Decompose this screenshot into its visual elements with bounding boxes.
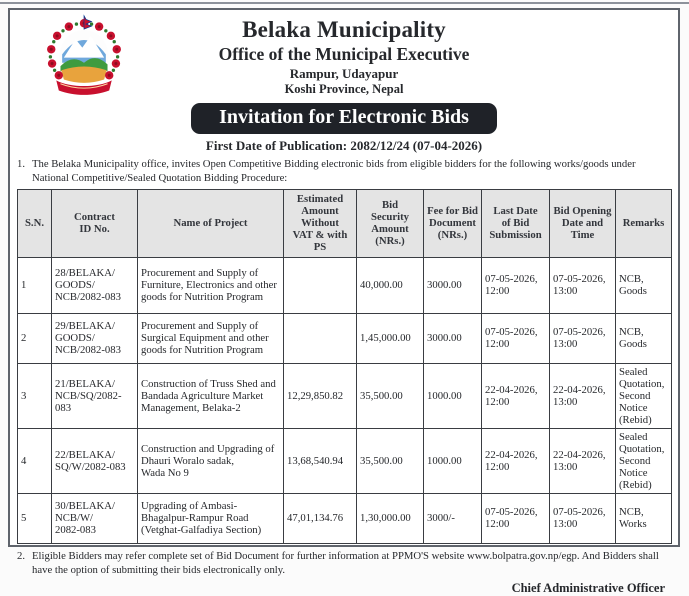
col-header-sn: S.N. [17, 188, 52, 258]
address-line-1: Rampur, Udayapur [289, 66, 399, 81]
cell-remarks: NCB, Works [615, 492, 672, 544]
col-header-contract-id: Contract ID No. [51, 188, 138, 258]
cell-last-date: 07-05-2026, 12:00 [481, 312, 550, 364]
cell-sn: 3 [17, 362, 52, 429]
cell-estimated [283, 256, 357, 314]
table-row: 3 21/BELAKA/ NCB/SQ/2082- 083 Constructi… [17, 362, 672, 429]
cell-remarks: Sealed Quotation, Second Notice (Rebid) [615, 362, 672, 429]
cell-contract-id: 30/BELAKA/ NCB/W/ 2082-083 [51, 492, 138, 544]
cell-opening: 07-05-2026, 13:00 [549, 492, 616, 544]
table-row: 2 29/BELAKA/ GOODS/ NCB/2082-083 Procure… [17, 312, 672, 364]
cell-estimated: 12,29,850.82 [283, 362, 357, 429]
cell-project: Upgrading of Ambasi-Bhagalpur-Rampur Roa… [137, 492, 284, 544]
cell-sn: 1 [17, 256, 52, 314]
cell-bid-security: 35,500.00 [356, 362, 424, 429]
cell-opening: 22-04-2026, 13:00 [549, 427, 616, 494]
cell-bid-security: 1,30,000.00 [356, 492, 424, 544]
cell-sn: 5 [17, 492, 52, 544]
office-subtitle: Office of the Municipal Executive [218, 44, 470, 64]
invitation-banner: Invitation for Electronic Bids [191, 103, 497, 134]
cell-estimated [283, 312, 357, 364]
cell-fee: 3000.00 [423, 312, 482, 364]
publication-date-line: First Date of Publication: 2082/12/24 (0… [205, 138, 483, 153]
cell-opening: 07-05-2026, 13:00 [549, 312, 616, 364]
cell-project: Procurement and Supply of Surgical Equip… [137, 312, 284, 364]
cell-remarks: NCB, Goods [615, 312, 672, 364]
table-row: 4 22/BELAKA/ SQ/W/2082-083 Construction … [17, 427, 672, 494]
cell-contract-id: 29/BELAKA/ GOODS/ NCB/2082-083 [51, 312, 138, 364]
cell-contract-id: 22/BELAKA/ SQ/W/2082-083 [51, 427, 138, 494]
cell-estimated: 47,01,134.76 [283, 492, 357, 544]
municipality-title: Belaka Municipality [242, 17, 446, 42]
col-header-bid-security: Bid Security Amount (NRs.) [356, 188, 424, 258]
cell-contract-id: 28/BELAKA/ GOODS/ NCB/2082-083 [51, 256, 138, 314]
cell-contract-id: 21/BELAKA/ NCB/SQ/2082- 083 [51, 362, 138, 429]
nepal-emblem-logo-icon [42, 14, 126, 98]
cell-last-date: 07-05-2026, 12:00 [481, 256, 550, 314]
cell-opening: 22-04-2026, 13:00 [549, 362, 616, 429]
note-clause-number: 2. [17, 549, 26, 562]
cell-project: Procurement and Supply of Furniture, Ele… [137, 256, 284, 314]
intro-clause: 1. The Belaka Municipality office, invit… [17, 157, 668, 186]
cell-sn: 4 [17, 427, 52, 494]
cell-fee: 3000/- [423, 492, 482, 544]
cell-fee: 1000.00 [423, 427, 482, 494]
cell-fee: 1000.00 [423, 362, 482, 429]
cell-bid-security: 40,000.00 [356, 256, 424, 314]
col-header-project-name: Name of Project [137, 188, 284, 258]
cell-remarks: NCB, Goods [615, 256, 672, 314]
cell-bid-security: 1,45,000.00 [356, 312, 424, 364]
note-clause-text: Eligible Bidders may refer complete set … [32, 549, 659, 577]
notice-frame: Belaka Municipality Office of the Munici… [8, 8, 680, 595]
intro-clause-text: The Belaka Municipality office, invites … [32, 158, 636, 185]
cell-estimated: 13,68,540.94 [283, 427, 357, 494]
cell-last-date: 22-04-2026, 12:00 [481, 427, 550, 494]
cell-opening: 07-05-2026, 13:00 [549, 256, 616, 314]
top-divider [0, 2, 689, 4]
col-header-remarks: Remarks [615, 188, 672, 258]
col-header-fee: Fee for Bid Document (NRs.) [423, 188, 482, 258]
note-clause: 2. Eligible Bidders may refer complete s… [17, 549, 668, 578]
address-line-2: Koshi Province, Nepal [284, 82, 404, 96]
cell-sn: 2 [17, 312, 52, 364]
col-header-last-date: Last Date of Bid Submission [481, 188, 550, 258]
table-row: 1 28/BELAKA/ GOODS/ NCB/2082-083 Procure… [17, 256, 672, 314]
cell-bid-security: 35,500.00 [356, 427, 424, 494]
cell-last-date: 07-05-2026, 12:00 [481, 492, 550, 544]
table-header-row: S.N. Contract ID No. Name of Project Est… [17, 188, 672, 258]
cell-remarks: Sealed Quotation, Second Notice (Rebid) [615, 427, 672, 494]
signature-title: Chief Administrative Officer [511, 580, 665, 595]
cell-project: Construction and Upgrading of Dhauri Wor… [137, 427, 284, 494]
cell-fee: 3000.00 [423, 256, 482, 314]
document-header: Belaka Municipality Office of the Munici… [10, 10, 678, 154]
intro-clause-number: 1. [17, 158, 26, 170]
cell-project: Construction of Truss Shed and Bandada A… [137, 362, 284, 429]
cell-last-date: 22-04-2026, 12:00 [481, 362, 550, 429]
bids-table: S.N. Contract ID No. Name of Project Est… [17, 188, 672, 544]
col-header-opening-date: Bid Opening Date and Time [549, 188, 616, 258]
table-row: 5 30/BELAKA/ NCB/W/ 2082-083 Upgrading o… [17, 492, 672, 544]
col-header-estimated-amount: Estimated Amount Without VAT & with PS [283, 188, 357, 258]
